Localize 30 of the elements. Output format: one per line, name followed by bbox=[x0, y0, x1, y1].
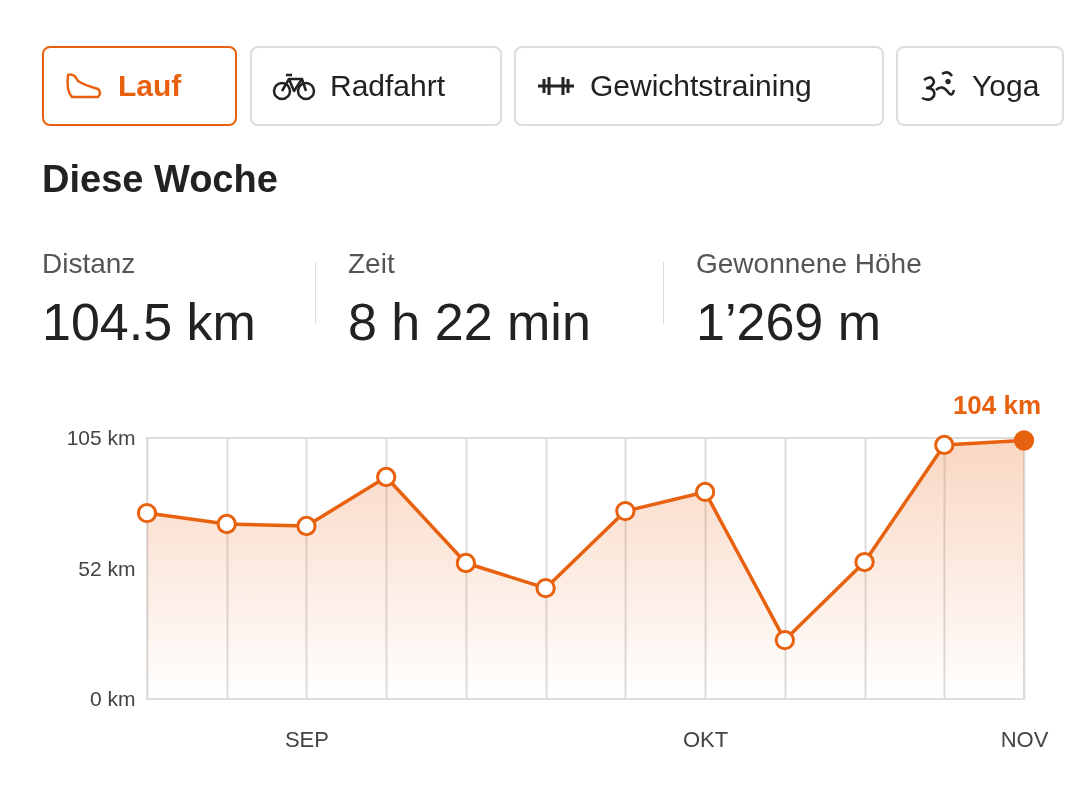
data-label: 104 km bbox=[952, 390, 1042, 421]
x-tick-label: SEP bbox=[284, 726, 329, 752]
point bbox=[296, 515, 317, 537]
text: Gewichtstraining bbox=[590, 69, 812, 103]
text: 104.5 km bbox=[42, 292, 256, 352]
text: Yoga bbox=[972, 69, 1040, 103]
point bbox=[854, 551, 875, 573]
point bbox=[216, 513, 237, 535]
point bbox=[376, 466, 397, 488]
point bbox=[136, 502, 158, 524]
point bbox=[1013, 430, 1035, 451]
text: 8 h 22 min bbox=[348, 292, 591, 352]
point bbox=[694, 481, 716, 503]
point bbox=[535, 577, 556, 599]
y-tick-label: 105 km bbox=[66, 425, 136, 449]
text: Distanz bbox=[42, 248, 136, 280]
point bbox=[615, 500, 636, 522]
text: 1’269 m bbox=[696, 292, 881, 352]
point bbox=[934, 434, 955, 456]
point bbox=[774, 629, 795, 651]
x-tick-label: NOV bbox=[1000, 726, 1049, 752]
y-tick-label: 52 km bbox=[78, 557, 136, 581]
point bbox=[455, 552, 477, 574]
x-tick-label: OKT bbox=[682, 726, 729, 752]
text: Zeit bbox=[348, 248, 395, 280]
chart-title: Diese Woche bbox=[42, 158, 278, 201]
text: Radfahrt bbox=[330, 69, 446, 103]
text: Lauf bbox=[118, 69, 182, 103]
y-tick-label: 0 km bbox=[89, 686, 136, 710]
text: Gewonnene Höhe bbox=[696, 248, 922, 280]
